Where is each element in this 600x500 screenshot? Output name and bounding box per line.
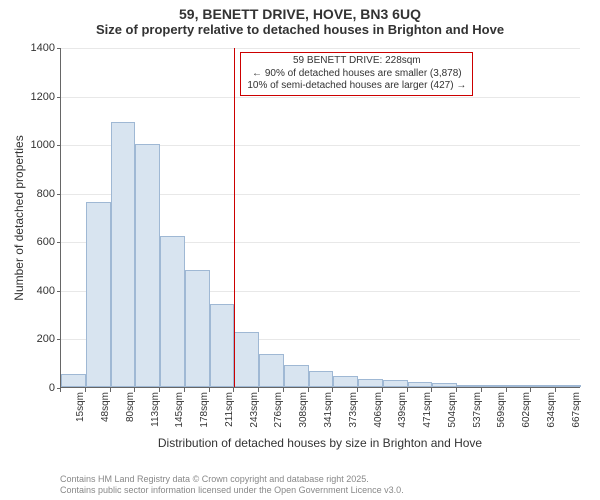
- xtick-mark: [283, 388, 284, 392]
- ytick-label: 800: [37, 188, 55, 200]
- title-main: 59, BENETT DRIVE, HOVE, BN3 6UQ: [0, 6, 600, 22]
- histogram-bar: [432, 383, 457, 387]
- footer-attribution: Contains HM Land Registry data © Crown c…: [60, 474, 404, 496]
- title-block: 59, BENETT DRIVE, HOVE, BN3 6UQ Size of …: [0, 0, 600, 37]
- xtick-mark: [431, 388, 432, 392]
- xtick-mark: [110, 388, 111, 392]
- ytick-label: 1000: [31, 139, 55, 151]
- xtick-mark: [407, 388, 408, 392]
- histogram-bar: [309, 371, 334, 387]
- ytick-label: 200: [37, 333, 55, 345]
- xtick-mark: [357, 388, 358, 392]
- y-axis-label: Number of detached properties: [12, 135, 26, 300]
- xtick-label: 634sqm: [546, 392, 557, 428]
- ytick-mark: [57, 291, 61, 292]
- xtick-mark: [209, 388, 210, 392]
- histogram-bar: [358, 379, 383, 388]
- gridline: [61, 97, 580, 98]
- xtick-mark: [184, 388, 185, 392]
- xtick-mark: [555, 388, 556, 392]
- ytick-mark: [57, 194, 61, 195]
- xtick-mark: [134, 388, 135, 392]
- footer-line-1: Contains HM Land Registry data © Crown c…: [60, 474, 404, 485]
- histogram-bar: [457, 385, 482, 387]
- xtick-mark: [382, 388, 383, 392]
- plot-region: 020040060080010001200140059 BENETT DRIVE…: [60, 48, 580, 388]
- annotation-box: 59 BENETT DRIVE: 228sqm← 90% of detached…: [240, 52, 473, 96]
- ytick-mark: [57, 97, 61, 98]
- xtick-label: 308sqm: [298, 392, 309, 428]
- xtick-mark: [60, 388, 61, 392]
- ytick-label: 1400: [31, 42, 55, 54]
- ytick-label: 1200: [31, 91, 55, 103]
- xtick-mark: [456, 388, 457, 392]
- histogram-bar: [531, 385, 556, 387]
- footer-line-2: Contains public sector information licen…: [60, 485, 404, 496]
- xtick-label: 537sqm: [472, 392, 483, 428]
- xtick-label: 439sqm: [397, 392, 408, 428]
- reference-line: [234, 48, 235, 387]
- histogram-bar: [61, 374, 86, 387]
- xtick-label: 504sqm: [447, 392, 458, 428]
- histogram-bar: [482, 385, 507, 387]
- xtick-mark: [233, 388, 234, 392]
- ytick-mark: [57, 48, 61, 49]
- xtick-label: 80sqm: [125, 392, 136, 422]
- xtick-mark: [159, 388, 160, 392]
- histogram-bar: [507, 385, 532, 387]
- title-sub: Size of property relative to detached ho…: [0, 22, 600, 37]
- xtick-label: 178sqm: [199, 392, 210, 428]
- xtick-mark: [332, 388, 333, 392]
- ytick-label: 400: [37, 285, 55, 297]
- histogram-bar: [333, 376, 358, 387]
- histogram-bar: [86, 202, 111, 387]
- xtick-mark: [308, 388, 309, 392]
- xtick-label: 276sqm: [273, 392, 284, 428]
- chart-container: 59, BENETT DRIVE, HOVE, BN3 6UQ Size of …: [0, 0, 600, 500]
- annotation-line: 59 BENETT DRIVE: 228sqm: [247, 55, 466, 68]
- histogram-bar: [210, 304, 235, 387]
- xtick-label: 341sqm: [323, 392, 334, 428]
- annotation-line: ← 90% of detached houses are smaller (3,…: [247, 68, 466, 81]
- xtick-label: 602sqm: [521, 392, 532, 428]
- histogram-bar: [185, 270, 210, 387]
- ytick-mark: [57, 339, 61, 340]
- histogram-bar: [259, 354, 284, 387]
- histogram-bar: [234, 332, 259, 387]
- xtick-label: 243sqm: [249, 392, 260, 428]
- x-axis-label: Distribution of detached houses by size …: [60, 436, 580, 450]
- xtick-label: 15sqm: [75, 392, 86, 422]
- ytick-mark: [57, 242, 61, 243]
- xtick-mark: [258, 388, 259, 392]
- xtick-label: 113sqm: [150, 392, 161, 427]
- xtick-mark: [530, 388, 531, 392]
- histogram-bar: [408, 382, 433, 387]
- ytick-mark: [57, 145, 61, 146]
- xtick-label: 471sqm: [422, 392, 433, 428]
- xtick-label: 145sqm: [174, 392, 185, 428]
- histogram-bar: [111, 122, 136, 387]
- chart-area: 020040060080010001200140059 BENETT DRIVE…: [60, 48, 580, 418]
- xtick-label: 406sqm: [373, 392, 384, 428]
- xtick-mark: [85, 388, 86, 392]
- xtick-label: 48sqm: [100, 392, 111, 422]
- xtick-label: 569sqm: [496, 392, 507, 428]
- histogram-bar: [284, 365, 309, 387]
- xtick-mark: [481, 388, 482, 392]
- histogram-bar: [556, 385, 581, 387]
- xtick-mark: [506, 388, 507, 392]
- annotation-line: 10% of semi-detached houses are larger (…: [247, 80, 466, 93]
- histogram-bar: [383, 380, 408, 387]
- xtick-label: 211sqm: [224, 392, 235, 427]
- xtick-label: 373sqm: [348, 392, 359, 428]
- histogram-bar: [135, 144, 160, 387]
- xtick-label: 667sqm: [571, 392, 582, 428]
- gridline: [61, 48, 580, 49]
- ytick-label: 0: [49, 382, 55, 394]
- histogram-bar: [160, 236, 185, 387]
- ytick-label: 600: [37, 236, 55, 248]
